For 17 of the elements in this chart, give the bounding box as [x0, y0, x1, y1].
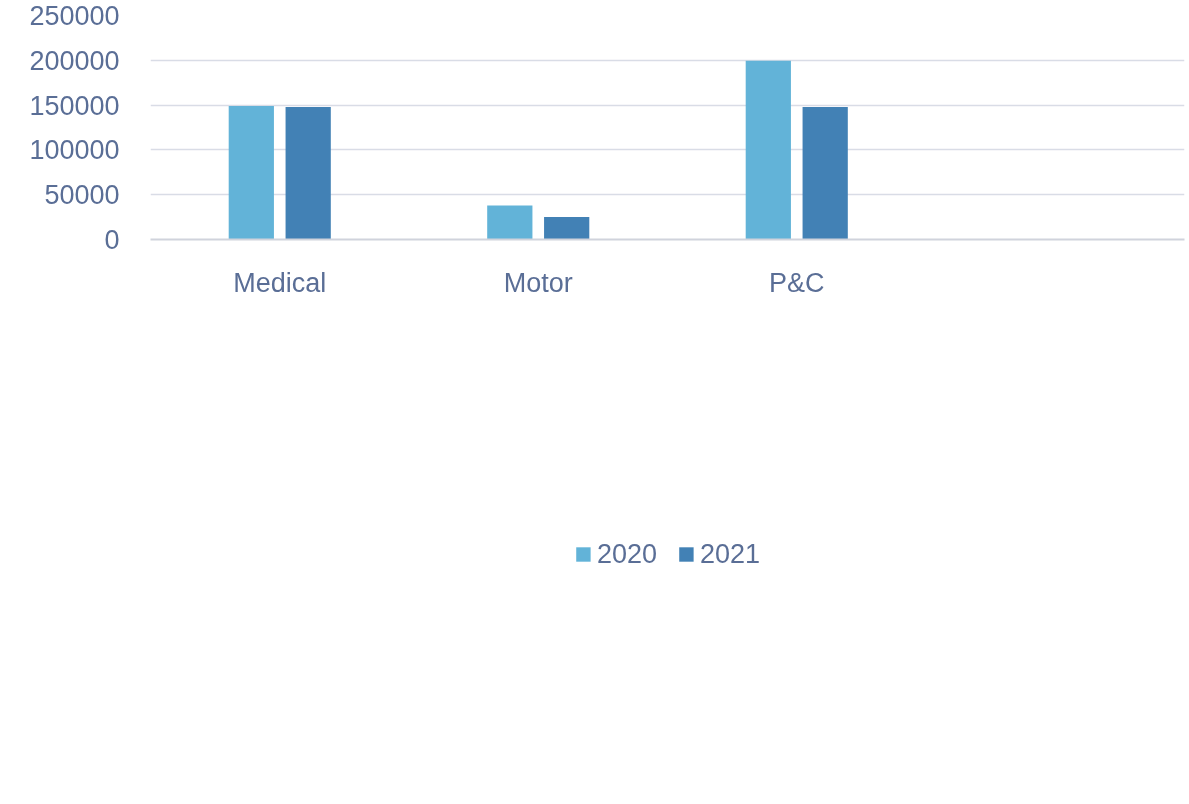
bar [544, 217, 590, 240]
x-tick-label: Motor [503, 267, 573, 298]
bar [745, 60, 791, 240]
bar [285, 106, 331, 240]
x-tick-label: Medical [233, 267, 327, 298]
bar [802, 106, 848, 240]
y-tick-label: 200000 [29, 45, 120, 76]
y-tick-label: 0 [104, 225, 120, 255]
legend-label: 2021 [700, 538, 761, 570]
y-tick-label: 50000 [44, 180, 120, 211]
x-tick-label: P&C [768, 267, 825, 298]
y-tick-label: 250000 [29, 1, 120, 31]
y-tick-label: 100000 [29, 135, 120, 166]
y-tick-label: 150000 [29, 90, 120, 121]
bar [487, 205, 533, 240]
bar [228, 106, 274, 240]
legend-label: 2020 [596, 538, 657, 570]
